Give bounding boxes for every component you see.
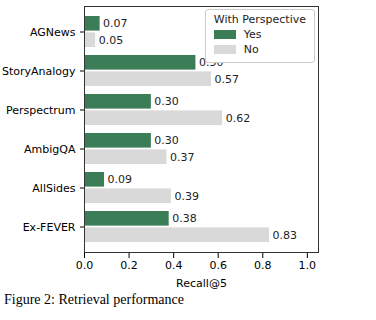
html-text:Yes: Yes [243,28,262,41]
svg-text:AmbigQA: AmbigQA [24,143,76,156]
html-text:No: No [243,43,259,56]
svg-text:0.09: 0.09 [108,173,133,186]
svg-text:StoryAnalogy: StoryAnalogy [2,65,76,78]
svg-text:0.8: 0.8 [254,259,272,272]
html-text:With Perspective: With Perspective [213,13,306,26]
svg-text:0.39: 0.39 [174,190,199,203]
svg-text:0.6: 0.6 [209,259,227,272]
svg-text:0.30: 0.30 [154,134,179,147]
svg-text:0.37: 0.37 [170,151,195,164]
svg-text:0.0: 0.0 [76,259,94,272]
svg-text:Recall@5: Recall@5 [176,277,227,290]
svg-text:0.05: 0.05 [99,34,124,47]
svg-text:Ex-FEVER: Ex-FEVER [23,221,76,234]
svg-text:0.38: 0.38 [172,212,197,225]
svg-text:0.2: 0.2 [120,259,138,272]
svg-text:0.4: 0.4 [165,259,183,272]
svg-text:0.62: 0.62 [226,112,251,125]
svg-text:0.07: 0.07 [103,17,128,30]
svg-text:0.57: 0.57 [215,73,240,86]
svg-text:AGNews: AGNews [30,26,76,39]
html-text:Figure 2: Retrieval performanc: Figure 2: Retrieval performance [4,292,184,307]
svg-text:1.0: 1.0 [299,259,317,272]
svg-text:Perspectrum: Perspectrum [6,104,76,117]
svg-text:0.30: 0.30 [154,95,179,108]
svg-text:AllSides: AllSides [32,182,75,195]
svg-text:0.83: 0.83 [272,229,297,242]
